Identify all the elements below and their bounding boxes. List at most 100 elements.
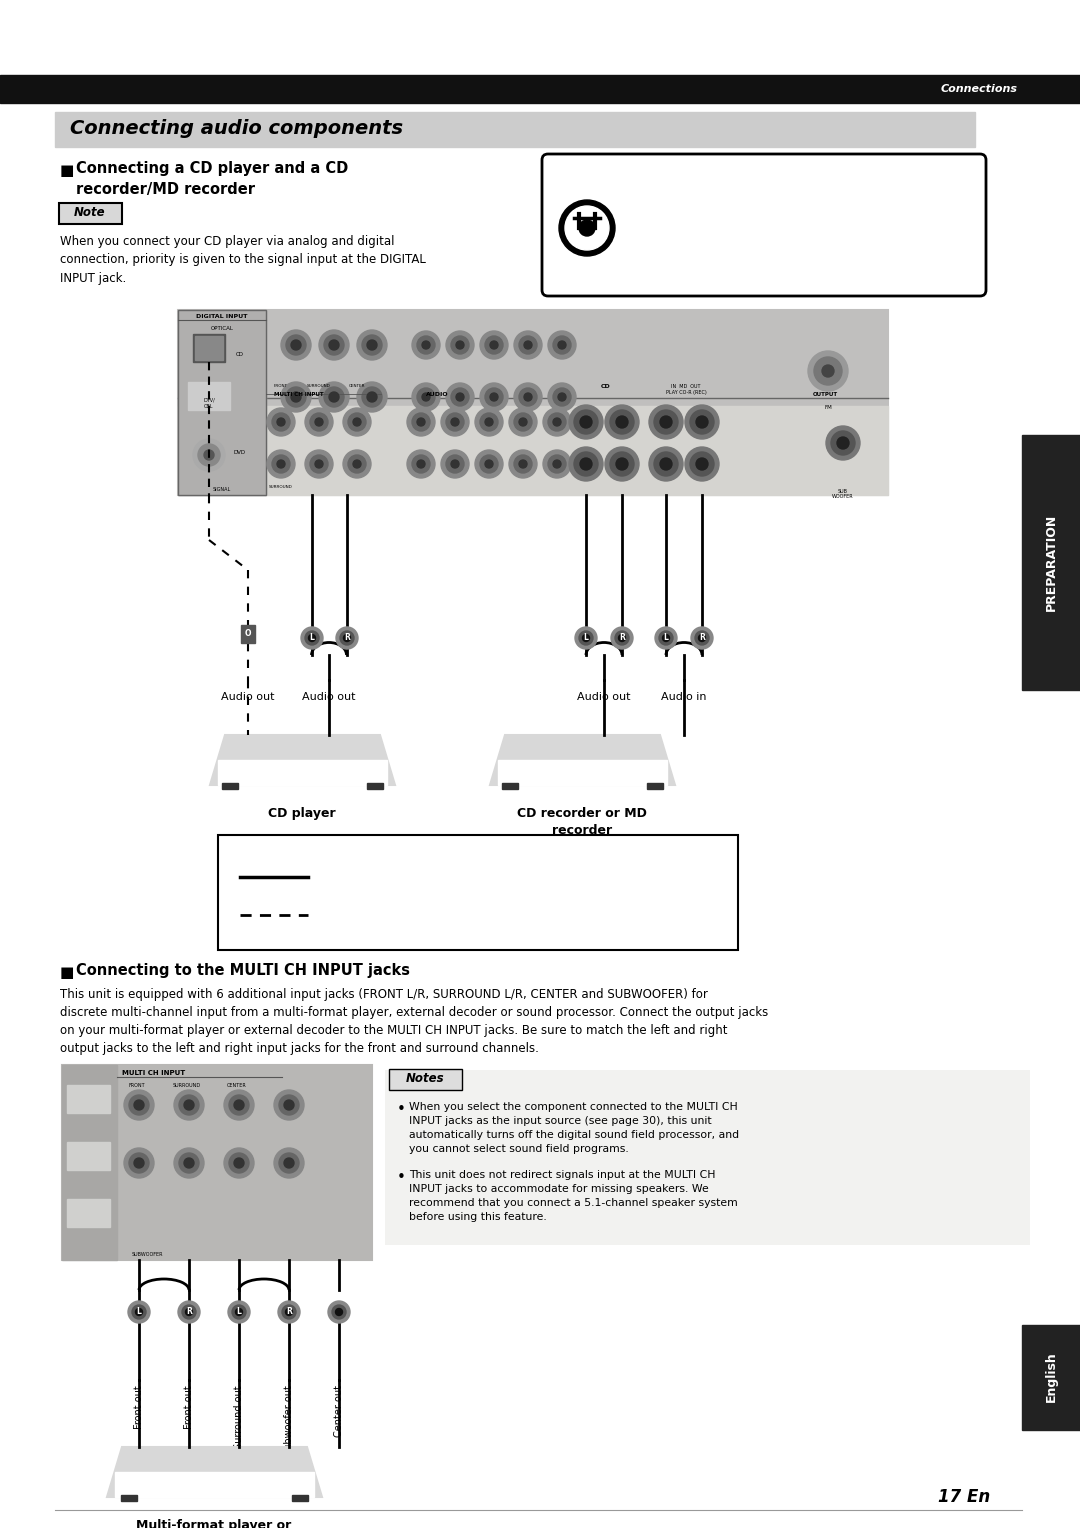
Bar <box>1022 1325 1080 1430</box>
Circle shape <box>558 393 566 400</box>
Circle shape <box>132 1305 146 1319</box>
Circle shape <box>808 351 848 391</box>
Text: R: R <box>699 634 705 642</box>
Circle shape <box>232 1305 246 1319</box>
Polygon shape <box>107 1447 322 1497</box>
Circle shape <box>284 1100 294 1109</box>
Text: •: • <box>397 1170 406 1186</box>
Circle shape <box>490 393 498 400</box>
Bar <box>292 1494 308 1500</box>
Text: This unit is equipped with 6 additional input jacks (FRONT L/R, SURROUND L/R, CE: This unit is equipped with 6 additional … <box>60 989 768 1054</box>
Text: Connections: Connections <box>941 84 1018 95</box>
Text: Audio out: Audio out <box>302 692 355 701</box>
Bar <box>195 336 222 361</box>
Circle shape <box>348 455 366 474</box>
Text: IN  MD  OUT
PLAY CO-R (REC): IN MD OUT PLAY CO-R (REC) <box>665 384 706 394</box>
Text: Subwoofer out: Subwoofer out <box>284 1384 294 1456</box>
Text: L: L <box>237 1308 242 1317</box>
Circle shape <box>605 448 639 481</box>
Circle shape <box>417 336 435 354</box>
Circle shape <box>274 1089 303 1120</box>
Circle shape <box>357 382 387 413</box>
Circle shape <box>228 1300 249 1323</box>
Bar <box>502 782 518 788</box>
Circle shape <box>178 1300 200 1323</box>
Text: Multi-format player or
external decoder: Multi-format player or external decoder <box>136 1519 292 1528</box>
Circle shape <box>548 332 576 359</box>
Text: CD player: CD player <box>268 807 336 821</box>
Circle shape <box>558 341 566 348</box>
Text: FRONT: FRONT <box>129 1083 146 1088</box>
Circle shape <box>324 335 345 354</box>
Circle shape <box>696 416 708 428</box>
Text: ■: ■ <box>60 163 75 177</box>
Text: SUBWOOFER: SUBWOOFER <box>132 1251 163 1258</box>
Circle shape <box>336 1308 342 1316</box>
Circle shape <box>305 631 319 645</box>
Bar <box>121 1494 137 1500</box>
Circle shape <box>480 413 498 431</box>
Circle shape <box>279 1096 299 1115</box>
Circle shape <box>328 1300 350 1323</box>
Circle shape <box>193 439 225 471</box>
Circle shape <box>699 634 705 642</box>
Circle shape <box>340 631 354 645</box>
Circle shape <box>553 460 561 468</box>
Text: L: L <box>663 634 669 642</box>
Circle shape <box>174 1148 204 1178</box>
Circle shape <box>822 365 834 377</box>
Text: FRONT: FRONT <box>274 384 288 388</box>
Circle shape <box>485 388 503 406</box>
Text: FM: FM <box>824 405 832 410</box>
Circle shape <box>475 408 503 435</box>
Circle shape <box>519 336 537 354</box>
Circle shape <box>234 1158 244 1167</box>
Bar <box>67 1085 110 1112</box>
Circle shape <box>353 460 361 468</box>
Circle shape <box>285 1308 293 1316</box>
Text: Front out: Front out <box>184 1384 194 1429</box>
Bar <box>178 406 888 495</box>
Circle shape <box>475 451 503 478</box>
FancyBboxPatch shape <box>58 203 121 223</box>
Circle shape <box>441 408 469 435</box>
Circle shape <box>611 626 633 649</box>
Circle shape <box>319 330 349 361</box>
Circle shape <box>198 445 220 466</box>
Text: CENTER: CENTER <box>349 384 365 388</box>
Circle shape <box>183 1305 195 1319</box>
Circle shape <box>696 631 708 645</box>
Circle shape <box>654 410 678 434</box>
Circle shape <box>685 405 719 439</box>
Circle shape <box>411 455 430 474</box>
Circle shape <box>685 448 719 481</box>
Bar <box>0 75 1080 102</box>
Circle shape <box>367 393 377 402</box>
Bar <box>384 1070 1030 1245</box>
Text: When you select the component connected to the MULTI CH
INPUT jacks as the input: When you select the component connected … <box>409 1102 739 1154</box>
Circle shape <box>179 1154 199 1174</box>
Text: This unit does not redirect signals input at the MULTI CH
INPUT jacks to accommo: This unit does not redirect signals inpu… <box>409 1170 738 1222</box>
Circle shape <box>411 384 440 411</box>
Circle shape <box>553 388 571 406</box>
Bar <box>67 1199 110 1227</box>
Bar <box>55 112 975 147</box>
Circle shape <box>580 458 592 471</box>
Circle shape <box>565 206 609 251</box>
Text: SIGNAL: SIGNAL <box>213 487 231 492</box>
Circle shape <box>485 336 503 354</box>
Bar <box>647 782 663 788</box>
Circle shape <box>662 634 670 642</box>
Circle shape <box>446 384 474 411</box>
Bar <box>188 382 230 410</box>
Text: L: L <box>310 634 314 642</box>
Circle shape <box>281 382 311 413</box>
Circle shape <box>417 419 426 426</box>
Circle shape <box>411 413 430 431</box>
Circle shape <box>204 451 214 460</box>
Text: SURROUND: SURROUND <box>307 384 330 388</box>
Circle shape <box>610 452 634 477</box>
Bar <box>114 1471 314 1497</box>
Circle shape <box>490 341 498 348</box>
Circle shape <box>422 341 430 348</box>
